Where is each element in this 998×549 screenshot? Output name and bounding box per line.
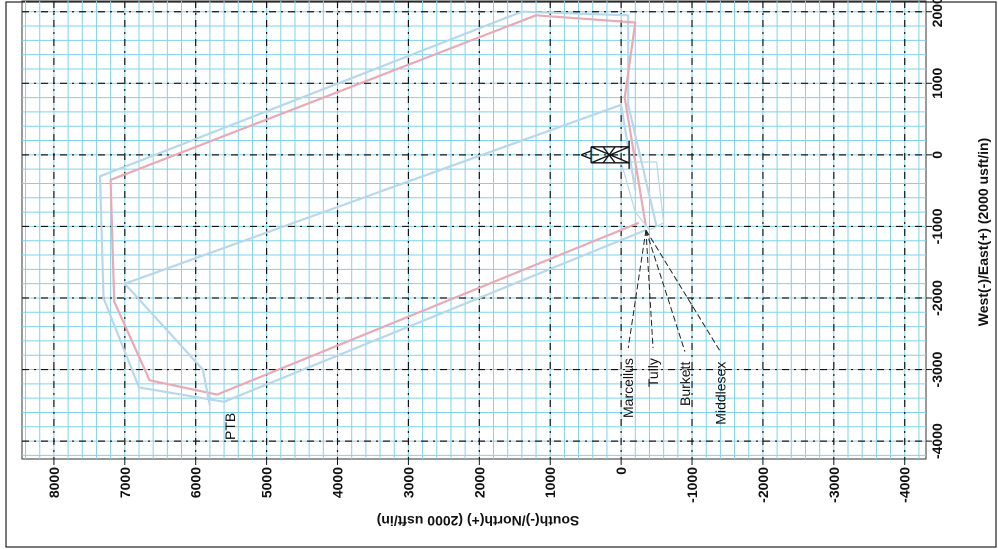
- wellpath-line: [123, 103, 637, 406]
- tick-label: -4000: [929, 423, 945, 459]
- wellpath-traces: [98, 10, 665, 406]
- formation-leader: [645, 229, 721, 352]
- formation-label: Tully: [645, 358, 661, 387]
- rig-strut: [590, 146, 630, 164]
- tick-label: 6000: [188, 467, 204, 498]
- north-axis-title: South(-)/North(+) (2000 usft/in): [377, 513, 580, 529]
- tick-label: -1000: [684, 467, 700, 503]
- tick-label: -2000: [929, 280, 945, 316]
- tick-label: -2000: [755, 467, 771, 503]
- tick-label: -4000: [897, 467, 913, 503]
- chart-frame: [5, 1, 997, 548]
- tick-label: 1000: [542, 467, 558, 498]
- tick-label: 4000: [330, 467, 346, 498]
- rig-strut: [580, 150, 592, 156]
- tick-label: 7000: [117, 467, 133, 498]
- tick-label: 0: [929, 151, 945, 159]
- wellpath-line: [620, 161, 665, 231]
- tick-label: 8000: [46, 467, 62, 498]
- formation-leader: [645, 229, 654, 349]
- wellpath-line: [98, 10, 658, 403]
- tick-label: -3000: [929, 351, 945, 387]
- tick-label: 1000: [929, 68, 945, 99]
- formation-top-leaders: Marcellus Tully Burkett Middlesex: [620, 229, 728, 425]
- rig-strut: [580, 154, 592, 160]
- east-axis-title: West(-)/East(+) (2000 usft/in): [975, 138, 991, 326]
- formation-label: Middlesex: [712, 362, 728, 425]
- east-axis-ticks: 2000 1000 0 -1000 -2000 -3000 -4000: [926, 0, 945, 459]
- tick-label: 5000: [259, 467, 275, 498]
- north-axis-ticks: 8000 7000 6000 5000 4000 3000 2000 1000 0 -1000 -2…: [46, 459, 913, 503]
- tick-label: 2000: [929, 0, 945, 27]
- tick-label: -1000: [929, 208, 945, 244]
- wellpath-line: [109, 14, 647, 396]
- tick-label: 2000: [471, 467, 487, 498]
- formation-leader: [627, 229, 647, 349]
- plot-area-border: [21, 0, 927, 460]
- formation-leader: [645, 229, 686, 352]
- target-label: PTB: [222, 413, 238, 440]
- formation-label: Marcellus: [620, 358, 636, 418]
- tick-label: -3000: [826, 467, 842, 503]
- drilling-rig-icon: [580, 140, 630, 169]
- tick-label: 0: [613, 467, 629, 475]
- formation-label: Burkett: [677, 362, 693, 406]
- rig-strut: [602, 146, 616, 164]
- tick-label: 3000: [400, 467, 416, 498]
